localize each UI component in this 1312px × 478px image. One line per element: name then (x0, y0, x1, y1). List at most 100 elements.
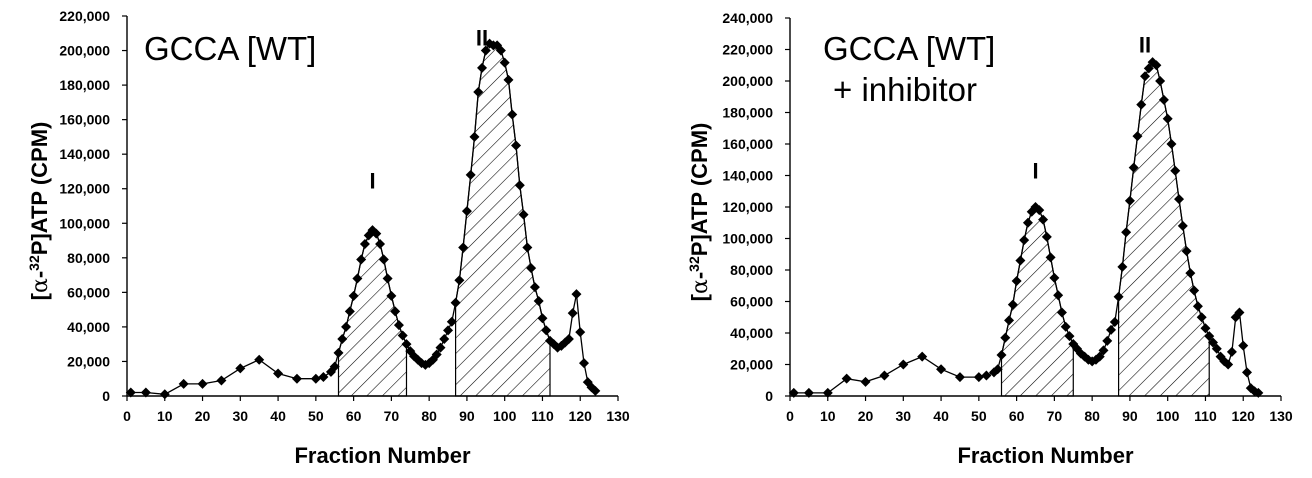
y-tick-label: 200,000 (722, 73, 773, 89)
data-point (1223, 359, 1234, 370)
peak-label: II (1139, 33, 1151, 58)
data-point (431, 349, 442, 360)
y-tick-label: 120,000 (722, 199, 773, 215)
y-axis-title-superscript: 32 (686, 256, 702, 272)
chart-subtitle: + inhibitor (833, 71, 977, 108)
data-point (477, 62, 488, 73)
data-point (1094, 351, 1105, 362)
data-point (1211, 343, 1222, 354)
data-point (1151, 60, 1162, 71)
data-point (1041, 231, 1052, 242)
data-point (803, 387, 814, 398)
data-point (359, 239, 370, 249)
data-point (788, 387, 799, 398)
y-tick-label: 140,000 (722, 168, 773, 184)
data-point (352, 273, 363, 284)
x-tick-label: 70 (384, 408, 400, 424)
data-point (1011, 276, 1022, 287)
data-point (443, 325, 454, 336)
data-point (1128, 162, 1139, 173)
data-point (390, 306, 401, 317)
data-point (518, 209, 529, 220)
data-point (1019, 235, 1030, 246)
y-tick-label: 40,000 (730, 325, 773, 341)
data-point (1098, 345, 1109, 356)
data-point (329, 361, 340, 372)
data-point (318, 372, 329, 382)
x-tick-label: 70 (1047, 408, 1063, 424)
data-point (1121, 227, 1132, 238)
data-point (1234, 307, 1245, 318)
peak-label: II (476, 25, 488, 50)
data-point (526, 263, 537, 274)
y-axis-title-part: - (27, 271, 52, 278)
y-tick-label: 100,000 (59, 215, 110, 231)
x-tick-label: 110 (1194, 408, 1217, 424)
data-point (522, 242, 533, 253)
data-point (435, 342, 446, 353)
x-tick-label: 40 (270, 408, 286, 424)
y-axis-title-superscript: 32 (26, 255, 42, 271)
y-tick-label: 140,000 (59, 146, 110, 162)
data-point (480, 45, 491, 56)
x-tick-label: 80 (421, 408, 437, 424)
data-point (378, 254, 389, 265)
data-point (458, 242, 469, 253)
data-point (1000, 332, 1011, 343)
data-point (917, 351, 928, 362)
x-tick-label: 80 (1084, 408, 1100, 424)
x-tick-label: 50 (971, 408, 987, 424)
y-tick-label: 220,000 (59, 8, 110, 24)
data-point (465, 169, 476, 180)
y-tick-label: 240,000 (722, 10, 773, 26)
x-tick-label: 120 (569, 408, 593, 424)
y-axis-title-alpha: α (688, 279, 713, 294)
data-point (1140, 71, 1151, 82)
y-tick-label: 200,000 (59, 43, 110, 59)
y-tick-label: 160,000 (722, 136, 773, 152)
peak-label: I (1032, 159, 1038, 184)
data-point (344, 306, 355, 317)
data-point (1022, 217, 1033, 228)
y-axis-title-part: P]ATP (CPM) (27, 122, 52, 256)
y-tick-label: 120,000 (59, 181, 110, 197)
data-point (450, 297, 461, 308)
data-point (590, 385, 601, 396)
data-point (371, 228, 382, 239)
data-point (567, 308, 578, 319)
data-point (1166, 139, 1177, 149)
x-tick-label: 40 (933, 408, 949, 424)
data-point (529, 282, 540, 293)
x-tick-label: 130 (606, 408, 630, 424)
data-point (348, 290, 359, 301)
data-point (1189, 285, 1200, 296)
data-point (1226, 346, 1237, 357)
x-tick-label: 90 (459, 408, 475, 424)
data-point (1053, 290, 1064, 301)
data-point (1056, 307, 1067, 318)
data-point (1185, 268, 1196, 279)
x-tick-label: 0 (786, 408, 794, 424)
data-point (537, 313, 548, 324)
x-tick-label: 110 (531, 408, 554, 424)
data-point (356, 254, 367, 265)
data-point (397, 330, 408, 341)
data-point (1136, 99, 1147, 110)
x-tick-label: 60 (346, 408, 362, 424)
y-tick-label: 180,000 (722, 105, 773, 121)
y-tick-label: 100,000 (722, 231, 773, 247)
data-point (454, 275, 465, 286)
y-tick-label: 160,000 (59, 112, 110, 128)
data-point (1155, 76, 1166, 86)
data-point (579, 358, 590, 369)
peak-label: I (369, 169, 375, 194)
data-point (499, 57, 510, 68)
x-tick-label: 130 (1269, 408, 1293, 424)
data-point (1132, 131, 1143, 142)
x-tick-label: 60 (1009, 408, 1025, 424)
x-tick-label: 30 (233, 408, 249, 424)
data-point (841, 373, 852, 384)
y-axis-title-alpha: α (28, 278, 53, 293)
y-tick-label: 80,000 (67, 250, 110, 266)
data-point (1045, 252, 1056, 263)
